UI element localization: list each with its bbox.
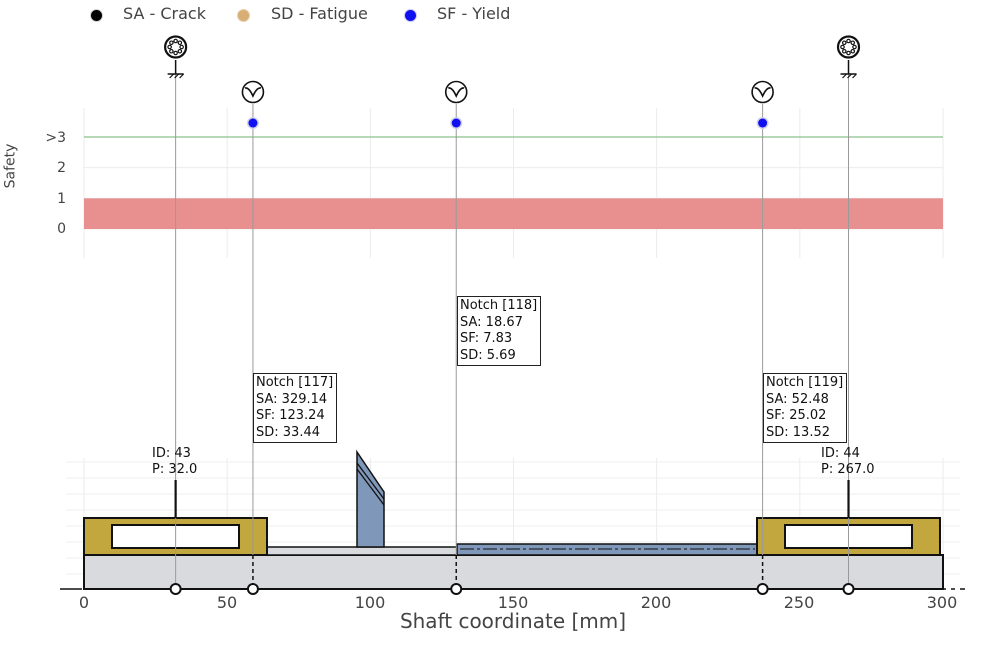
bearing-icon-ball xyxy=(846,38,851,44)
x-tick-label: 300 xyxy=(926,593,958,612)
notch-title: Notch [117] xyxy=(256,375,334,390)
gear-edge-line xyxy=(356,462,385,500)
bearing-position: P: 32.0 xyxy=(152,461,198,477)
bearing-icon-ball xyxy=(179,44,184,50)
shaft-step-left xyxy=(266,546,458,556)
x-tick-label: 0 xyxy=(78,593,90,612)
bearing-icon-ball xyxy=(841,40,847,46)
y-tick-label: 0 xyxy=(57,221,66,237)
bearing-icon xyxy=(164,35,188,79)
bearing-position: P: 267.0 xyxy=(821,461,875,477)
notch-title: Notch [118] xyxy=(460,298,538,313)
notch-sd-value: SD: 33.44 xyxy=(256,424,320,440)
x-tick-label: 100 xyxy=(354,593,386,612)
bearing-hatch xyxy=(179,73,185,79)
x-tick-label: 200 xyxy=(640,593,672,612)
notch-axis-circle xyxy=(756,583,769,595)
notch-icon-ring xyxy=(751,80,774,104)
bearing-icon-ball xyxy=(850,48,856,54)
bearing-id: ID: 44 xyxy=(821,446,860,461)
bearing-id: ID: 43 xyxy=(152,446,191,461)
notch-icon xyxy=(751,80,774,104)
legend-label-yield[interactable]: SF - Yield xyxy=(437,4,511,23)
bearing-icon-ball xyxy=(173,38,178,44)
bearing-icon-ball xyxy=(852,44,857,50)
notch-axis-circle xyxy=(450,583,463,595)
notch-sa-value: SA: 329.14 xyxy=(256,391,328,407)
sf-markers xyxy=(246,117,769,129)
position-symbols xyxy=(164,35,861,104)
shaft-drawing xyxy=(60,449,965,590)
bearing-icon-ball xyxy=(167,44,172,50)
notch-icon xyxy=(241,80,265,104)
sf-yield-marker xyxy=(248,118,258,128)
bearing-label-43: ID: 43 P: 32.0 xyxy=(152,446,197,477)
y-tick-label: >3 xyxy=(45,130,66,146)
sf-yield-marker xyxy=(451,118,461,128)
notch-annotation-118: Notch [118] SA: 18.67 SF: 7.83 SD: 5.69 xyxy=(457,296,542,366)
notch-sa-value: SA: 52.48 xyxy=(766,391,829,407)
position-lines xyxy=(169,72,855,595)
notch-sd-value: SD: 5.69 xyxy=(460,347,516,363)
legend-marker-fatigue xyxy=(237,9,250,22)
notch-sf-value: SF: 25.02 xyxy=(766,408,827,423)
bearing-label-44: ID: 44 P: 267.0 xyxy=(821,446,875,477)
notch-icon-ring xyxy=(241,80,265,104)
bearing-icon-ball xyxy=(840,44,845,50)
gear-edge-line xyxy=(356,468,385,506)
safety-plot-grid xyxy=(83,108,944,258)
bearing-icon-ball xyxy=(169,48,174,54)
shaft-body xyxy=(83,554,944,590)
y-axis-title: Safety xyxy=(2,143,19,189)
bearing-icon-ball xyxy=(850,40,856,46)
bearing-icon-ball xyxy=(177,40,183,46)
notch-icon-glyph xyxy=(754,87,771,98)
bearing-icon xyxy=(836,35,861,79)
bearing-hatch xyxy=(174,73,180,79)
x-tick-label: 250 xyxy=(783,593,815,612)
bearing-axis-circle xyxy=(169,583,182,595)
legend-label-fatigue[interactable]: SD - Fatigue xyxy=(271,4,368,23)
bearing-hatch xyxy=(852,73,857,79)
notch-icon-ring xyxy=(444,80,468,104)
bearing-icon-ball xyxy=(169,40,174,46)
notch-annotation-117: Notch [117] SA: 329.14 SF: 123.24 SD: 33… xyxy=(253,373,338,443)
legend-marker-crack xyxy=(90,9,103,22)
bearing-icon-ball xyxy=(841,48,847,54)
notch-sd-value: SD: 13.52 xyxy=(766,424,830,440)
notch-title: Notch [119] xyxy=(766,375,844,390)
y-tick-label: 2 xyxy=(57,160,66,176)
x-axis-title: Shaft coordinate [mm] xyxy=(399,609,627,633)
sf-yield-marker xyxy=(758,118,768,128)
bearing-icon-ball xyxy=(846,50,851,56)
gear-part xyxy=(356,449,385,548)
notch-sf-value: SF: 7.83 xyxy=(460,331,513,346)
notch-icon xyxy=(444,80,468,104)
bearing-hatch xyxy=(169,73,175,79)
y-tick-label: 1 xyxy=(57,191,66,207)
notch-sf-value: SF: 123.24 xyxy=(256,408,325,423)
notch-axis-circle xyxy=(246,583,259,595)
notch-sa-value: SA: 18.67 xyxy=(460,314,523,330)
bearing-icon-ball xyxy=(173,50,178,56)
bearing-icon-ball xyxy=(177,48,183,54)
x-tick-label: 150 xyxy=(497,593,529,612)
legend-label-crack[interactable]: SA - Crack xyxy=(123,4,206,23)
bearing-hatch xyxy=(847,73,852,79)
bearing-hatch xyxy=(842,73,847,79)
unsafe-band xyxy=(84,198,943,229)
legend-marker-yield xyxy=(404,9,417,22)
x-tick-label: 50 xyxy=(216,593,238,612)
bearing-axis-circle xyxy=(842,583,855,595)
notch-icon-glyph xyxy=(244,87,262,98)
notch-icon-glyph xyxy=(448,87,465,98)
notch-annotation-119: Notch [119] SA: 52.48 SF: 25.02 SD: 13.5… xyxy=(763,373,848,443)
